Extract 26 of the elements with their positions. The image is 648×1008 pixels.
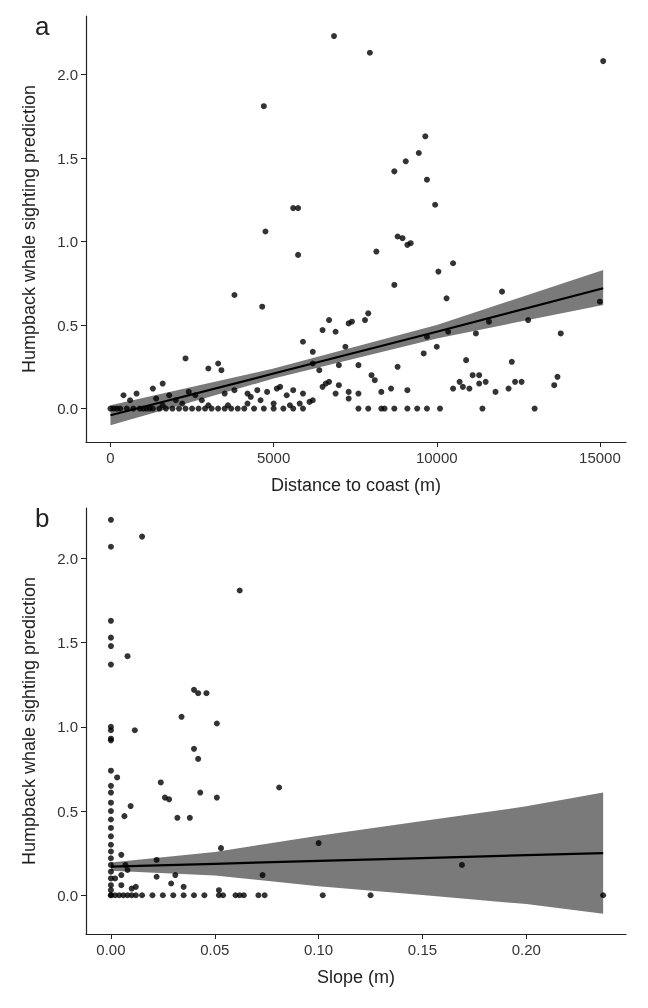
y-tick-label: 0.5 (57, 316, 78, 334)
y-tick-label: 1.5 (57, 149, 78, 167)
x-tick-label: 0.20 (511, 941, 541, 958)
x-axis-title: Slope (m) (316, 967, 396, 987)
y-tick-label: 1.0 (57, 718, 78, 736)
y-tick-label: 0.0 (57, 886, 78, 904)
y-axis-title: Humpback whale sighting prediction (19, 576, 39, 866)
y-tick-label: 0.5 (57, 802, 78, 820)
y-axis-title: Humpback whale sighting prediction (19, 84, 39, 374)
y-tick-label: 1.0 (57, 233, 78, 251)
chart-title: b (35, 503, 50, 533)
x-tick-label: 15000 (579, 449, 621, 466)
x-tick-label: 5000 (256, 449, 291, 466)
chart-title: a (35, 11, 50, 41)
y-tick-label: 0.0 (57, 400, 78, 418)
x-tick-label: 0.10 (304, 941, 334, 958)
x-tick-label: 0.00 (96, 941, 126, 958)
y-tick-label: 2.0 (57, 550, 78, 568)
y-tick-label: 1.5 (57, 634, 78, 652)
x-axis-title: Distance to coast (m) (270, 475, 442, 495)
x-tick-label: 10000 (415, 449, 458, 466)
x-tick-label: 0.15 (407, 941, 438, 958)
x-tick-label: 0.05 (200, 941, 230, 958)
y-tick-label: 2.0 (57, 65, 78, 83)
line-series (109, 287, 605, 417)
x-tick-label: 0 (106, 449, 115, 466)
